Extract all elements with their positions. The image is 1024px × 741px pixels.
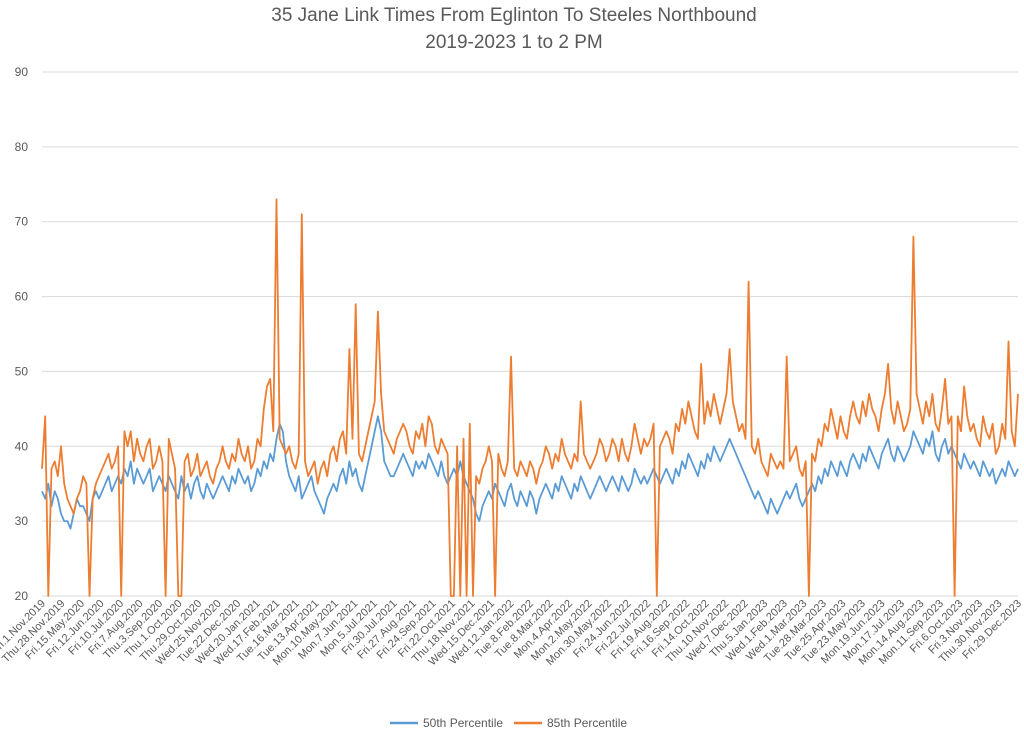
x-axis-tick-labels: Fri.1.Nov.2019Thu.28.Nov.2019Fri.15.May.… xyxy=(0,598,1024,669)
series-lines xyxy=(41,198,1019,597)
chart-subtitle: 2019-2023 1 to 2 PM xyxy=(425,32,602,53)
legend-label-p85: 85th Percentile xyxy=(547,716,627,730)
y-tick-label: 80 xyxy=(15,140,29,154)
y-axis-tick-labels: 20 30 40 50 60 70 80 90 xyxy=(15,65,29,603)
y-tick-label: 20 xyxy=(15,589,29,603)
y-tick-label: 30 xyxy=(15,514,29,528)
series-line-p50 xyxy=(41,415,1019,530)
series-line-p85 xyxy=(41,198,1019,597)
legend: 50th Percentile 85th Percentile xyxy=(390,716,627,730)
y-tick-label: 50 xyxy=(15,364,29,378)
gridlines xyxy=(42,71,1018,597)
y-tick-label: 60 xyxy=(15,290,29,304)
y-tick-label: 70 xyxy=(15,215,29,229)
chart-title: 35 Jane Link Times From Eglinton To Stee… xyxy=(271,5,756,26)
y-tick-label: 90 xyxy=(15,65,29,79)
legend-label-p50: 50th Percentile xyxy=(423,716,503,730)
y-tick-label: 40 xyxy=(15,439,29,453)
